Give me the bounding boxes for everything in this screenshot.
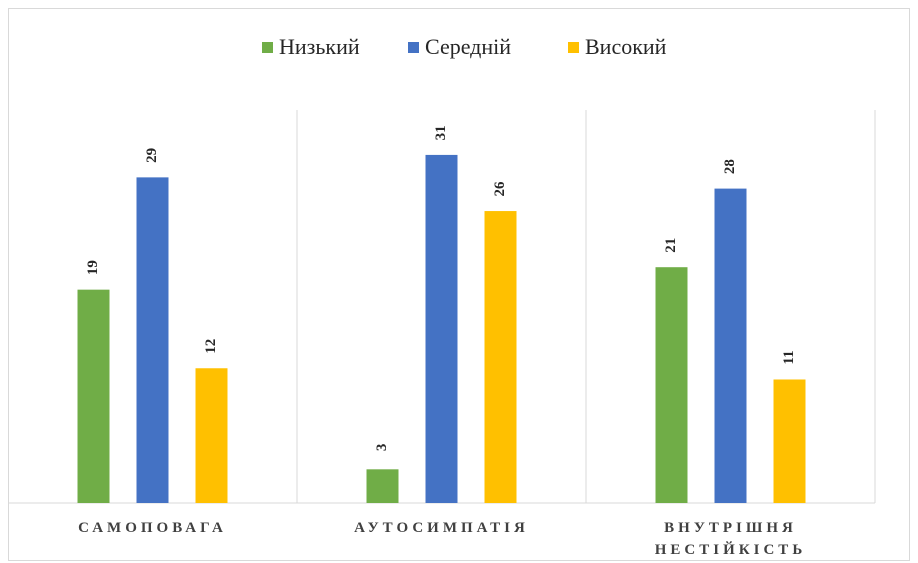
bar <box>484 211 517 504</box>
bar <box>77 289 110 503</box>
data-label: 19 <box>85 260 101 275</box>
bar <box>773 379 806 503</box>
legend-label: Низький <box>279 34 360 59</box>
x-tick-label: САМОПОВАГА <box>78 520 227 536</box>
bar <box>366 469 399 503</box>
legend-label: Високий <box>585 34 667 59</box>
bar <box>655 267 688 503</box>
data-label: 11 <box>781 350 797 364</box>
data-label: 12 <box>203 339 219 354</box>
data-label: 31 <box>433 125 449 140</box>
legend-swatch <box>408 42 419 53</box>
legend-swatch <box>568 42 579 53</box>
legend-label: Середній <box>425 34 511 59</box>
bar <box>714 188 747 503</box>
bar <box>136 177 169 503</box>
x-tick-label: ВНУТРІШНЯ НЕСТІЙКІСТЬ <box>654 520 807 558</box>
data-label: 28 <box>722 159 738 174</box>
data-label: 26 <box>492 181 508 197</box>
data-label: 21 <box>663 238 679 253</box>
data-label: 3 <box>374 444 390 452</box>
data-label: 29 <box>144 148 160 163</box>
bar <box>425 154 458 503</box>
bar <box>195 368 228 503</box>
legend-swatch <box>262 42 273 53</box>
x-tick-label: АУТОСИМПАТІЯ <box>354 520 529 536</box>
